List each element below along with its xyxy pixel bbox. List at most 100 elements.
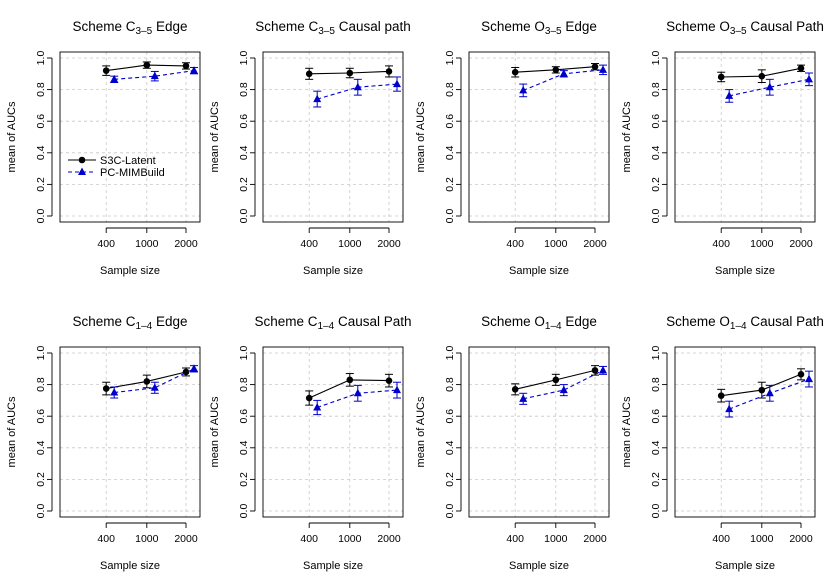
- y-tick-label: 0.4: [238, 440, 250, 455]
- x-tick-label: 2000: [377, 238, 401, 250]
- s3c-latent-point: [591, 367, 599, 374]
- pc-mimbuild-line: [523, 369, 604, 400]
- title-main: Scheme O: [666, 19, 730, 34]
- pc-mimbuild-point: [150, 383, 159, 391]
- title-rest: Causal Path: [747, 314, 824, 329]
- plot-frame: [468, 346, 610, 518]
- title-main: Scheme C: [255, 19, 318, 34]
- y-axis-label: mean of AUCs: [621, 101, 633, 172]
- y-tick-label: 0.8: [444, 82, 456, 97]
- s3c-latent-point: [797, 371, 805, 378]
- title-rest: Causal path: [335, 19, 411, 34]
- pc-mimbuild-point: [765, 388, 774, 397]
- x-tick-label: 400: [506, 533, 524, 545]
- s3c-latent-point: [102, 385, 110, 392]
- y-tick-label: 0.4: [238, 145, 250, 160]
- x-tick-label: 2000: [174, 533, 198, 545]
- title-subscript: 1–4: [545, 321, 562, 332]
- y-tick-label: 0.0: [444, 504, 456, 519]
- pc-mimbuild-point: [725, 404, 734, 413]
- title-subscript: 1–4: [730, 321, 747, 332]
- title-rest: Edge: [152, 314, 187, 329]
- y-tick-label: 0.0: [444, 209, 456, 224]
- x-tick-label: 400: [506, 238, 524, 250]
- legend-label-s3c: S3C-Latent: [100, 155, 156, 167]
- x-tick-label: 1000: [544, 533, 568, 545]
- pc-mimbuild-point: [519, 394, 528, 402]
- s3c-latent-point: [758, 386, 766, 394]
- y-tick-label: 0.6: [35, 114, 47, 129]
- pc-mimbuild-point: [725, 91, 734, 99]
- x-tick-label: 1000: [338, 533, 362, 545]
- x-tick-label: 400: [300, 238, 318, 250]
- plot-frame: [59, 51, 201, 223]
- title-subscript: 1–4: [318, 321, 335, 332]
- x-tick-label: 400: [712, 238, 730, 250]
- x-axis-label: Sample size: [715, 265, 775, 277]
- y-axis-label: mean of AUCs: [209, 396, 221, 467]
- pc-mimbuild-point: [805, 74, 813, 83]
- pc-mimbuild-point: [599, 65, 607, 73]
- panel-title: Scheme O3–5 Causal Path: [666, 19, 824, 37]
- panel-title: Scheme C3–5 Causal path: [255, 19, 411, 37]
- y-tick-label: 0.6: [650, 114, 662, 129]
- y-tick-label: 1.0: [444, 346, 456, 361]
- x-axis-label: Sample size: [100, 265, 160, 277]
- pc-mimbuild-point: [765, 82, 774, 91]
- s3c-latent-point: [717, 392, 725, 399]
- pc-mimbuild-point: [353, 82, 362, 91]
- title-subscript: 3–5: [136, 26, 153, 37]
- s3c-latent-point: [182, 62, 190, 70]
- y-tick-label: 0.6: [238, 409, 250, 424]
- pc-mimbuild-point: [150, 71, 159, 80]
- y-axis-label: mean of AUCs: [415, 396, 427, 467]
- y-tick-label: 0.4: [35, 440, 47, 455]
- y-tick-label: 0.8: [35, 377, 47, 392]
- s3c-latent-point: [385, 377, 393, 384]
- s3c-latent-point: [552, 376, 560, 384]
- x-tick-label: 1000: [135, 533, 159, 545]
- s3c-latent-point: [511, 386, 519, 393]
- pc-mimbuild-point: [559, 69, 568, 77]
- s3c-latent-point: [305, 394, 313, 402]
- x-tick-label: 2000: [789, 238, 813, 250]
- y-axis-label: mean of AUCs: [6, 101, 18, 172]
- panel-title: Scheme C1–4 Edge: [73, 314, 188, 332]
- x-tick-label: 400: [712, 533, 730, 545]
- title-main: Scheme C: [73, 19, 136, 34]
- title-subscript: 3–5: [545, 26, 562, 37]
- panel-title: Scheme O1–4 Causal Path: [666, 314, 824, 332]
- x-axis-label: Sample size: [100, 560, 160, 572]
- y-tick-label: 0.2: [444, 177, 456, 192]
- title-subscript: 3–5: [730, 26, 747, 37]
- x-axis-label: Sample size: [715, 560, 775, 572]
- x-tick-label: 1000: [544, 238, 568, 250]
- s3c-latent-point: [143, 61, 151, 69]
- y-tick-label: 0.4: [444, 145, 456, 160]
- title-rest: Edge: [562, 314, 597, 329]
- y-tick-label: 0.6: [35, 409, 47, 424]
- plot-frame: [262, 51, 404, 223]
- panel-2: Scheme C3–5 Causal path 0.0 0.2 0.4 0.6 0.8 1.…: [209, 19, 411, 277]
- s3c-latent-point: [143, 378, 151, 385]
- s3c-latent-point: [305, 70, 313, 78]
- plot-frame: [674, 51, 816, 223]
- pc-mimbuild-point: [353, 388, 362, 397]
- y-tick-label: 1.0: [35, 51, 47, 66]
- x-tick-label: 2000: [583, 238, 607, 250]
- x-tick-label: 2000: [377, 533, 401, 545]
- y-tick-label: 1.0: [650, 346, 662, 361]
- pc-mimbuild-point: [190, 364, 198, 372]
- y-tick-label: 0.8: [650, 377, 662, 392]
- y-tick-label: 0.8: [35, 82, 47, 97]
- y-tick-label: 0.6: [444, 409, 456, 424]
- pc-mimbuild-point: [313, 403, 322, 411]
- y-tick-label: 0.0: [35, 209, 47, 224]
- s3c-latent-point: [102, 67, 110, 74]
- pc-mimbuild-point: [599, 365, 607, 374]
- y-tick-label: 0.0: [35, 504, 47, 519]
- y-tick-label: 0.2: [238, 177, 250, 192]
- y-tick-label: 0.4: [650, 440, 662, 455]
- x-tick-label: 1000: [135, 238, 159, 250]
